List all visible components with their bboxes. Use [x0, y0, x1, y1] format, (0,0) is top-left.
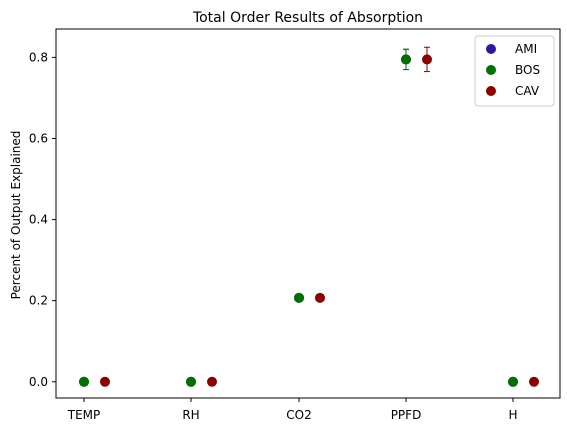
- data-point-cav: [529, 376, 539, 387]
- x-tick-label: CO2: [286, 408, 311, 422]
- y-tick-label: 0.6: [29, 131, 48, 145]
- data-point-cav: [100, 376, 110, 387]
- data-point-bos: [294, 292, 304, 303]
- x-tick-label: H: [508, 408, 517, 422]
- legend-marker-ami: [486, 44, 496, 54]
- y-axis-ticks: 0.0 0.2 0.4 0.6 0.8: [29, 50, 56, 389]
- data-point-bos: [401, 54, 411, 65]
- legend-label-cav: CAV: [515, 84, 540, 98]
- y-tick-label: 0.2: [29, 294, 48, 308]
- data-point-bos: [508, 376, 518, 387]
- legend-marker-bos: [486, 65, 496, 75]
- legend-label-ami: AMI: [515, 42, 537, 56]
- data-marks: [79, 46, 539, 387]
- legend-label-bos: BOS: [515, 63, 540, 77]
- chart-title: Total Order Results of Absorption: [192, 10, 423, 26]
- y-tick-label: 0.0: [29, 375, 48, 389]
- data-point-cav: [207, 376, 217, 387]
- x-axis-ticks: TEMP RH CO2 PPFD H: [67, 398, 518, 422]
- data-point-cav: [422, 54, 432, 65]
- data-point-cav: [315, 292, 325, 303]
- y-tick-label: 0.4: [29, 213, 48, 227]
- data-point-bos: [186, 376, 196, 387]
- y-axis-label: Percent of Output Explained: [9, 131, 23, 300]
- plot-frame: [55, 28, 561, 399]
- x-tick-label: TEMP: [67, 408, 101, 422]
- legend: AMI BOS CAV: [474, 35, 555, 107]
- data-point-bos: [79, 376, 89, 387]
- x-tick-label: RH: [182, 408, 199, 422]
- y-tick-label: 0.8: [29, 50, 48, 64]
- x-tick-label: PPFD: [391, 408, 422, 422]
- legend-marker-cav: [486, 86, 496, 96]
